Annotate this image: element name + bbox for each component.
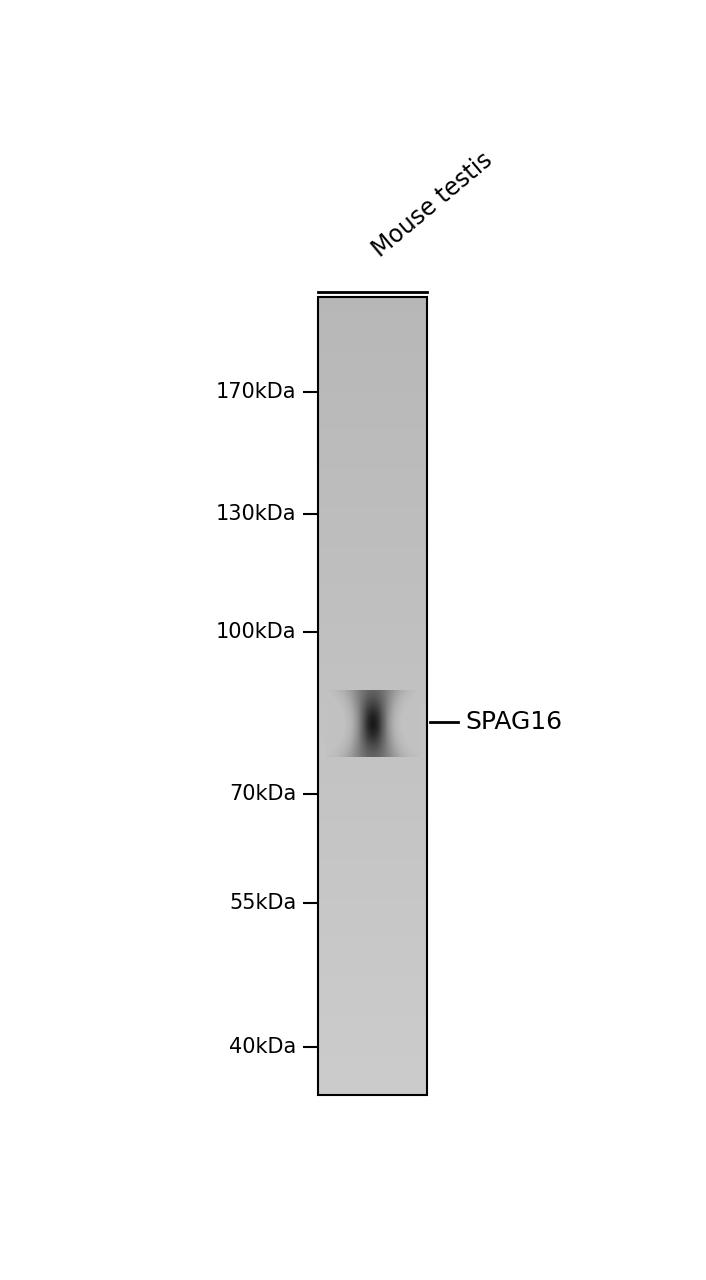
Text: 40kDa: 40kDa [229, 1037, 297, 1057]
Text: 130kDa: 130kDa [215, 503, 297, 524]
Text: SPAG16: SPAG16 [466, 710, 563, 735]
Text: 100kDa: 100kDa [215, 622, 297, 643]
Text: 170kDa: 170kDa [215, 383, 297, 402]
Text: 70kDa: 70kDa [229, 783, 297, 804]
Text: 55kDa: 55kDa [229, 893, 297, 913]
Text: Mouse testis: Mouse testis [369, 148, 498, 262]
Bar [318, 297, 428, 1094]
